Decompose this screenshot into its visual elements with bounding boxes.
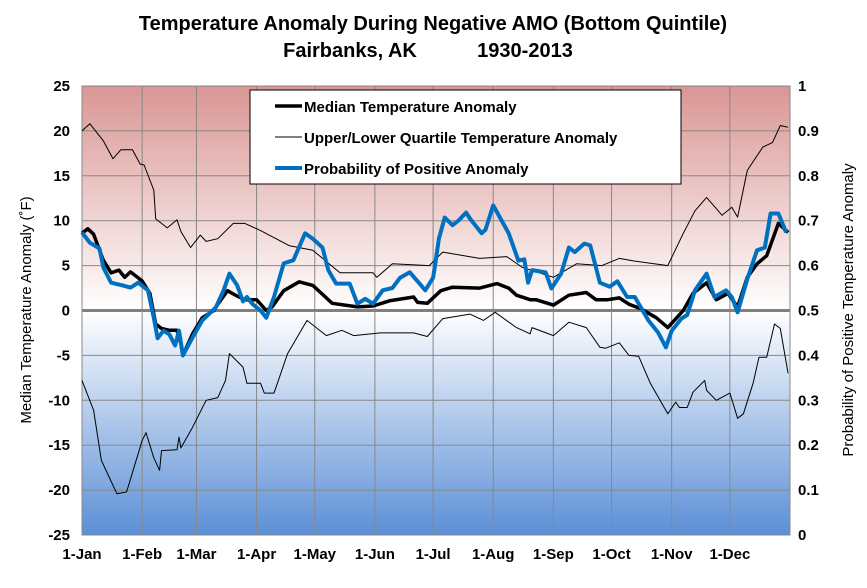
- legend-box: [249, 89, 682, 185]
- y2-tick-label: 0.8: [798, 168, 819, 185]
- y2-tick-label: 0.9: [798, 123, 819, 140]
- x-axis-ticks: 1-Jan 1-Feb 1-Mar 1-Apr 1-May 1-Jun 1-Jul 1-Aug…: [62, 546, 750, 563]
- series-lines: [80, 123, 790, 495]
- legend: Median Temperature Anomaly Upper/Lower Q…: [249, 89, 682, 185]
- y-tick-label: 0: [62, 303, 70, 320]
- chart-subtitle-period: 1930-2013: [477, 40, 573, 62]
- y2-axis-ticks: 1 0.9 0.8 0.7 0.6 0.5 0.4 0.3 0.2 0.1 0: [798, 78, 820, 544]
- y2-tick-label: 0.7: [798, 213, 819, 230]
- y-tick-label: 10: [53, 213, 70, 230]
- plot-border: [81, 85, 791, 536]
- y-tick-label: -5: [57, 347, 70, 364]
- x-tick-label: 1-Aug: [472, 546, 515, 563]
- y-axis-ticks: 25 20 15 10 5 0 -5 -10 -15 -20 -25: [48, 78, 70, 544]
- y2-tick-label: 0: [798, 527, 806, 544]
- x-tick-label: 1-Mar: [176, 546, 216, 563]
- y2-tick-label: 0.5: [798, 303, 819, 320]
- x-tick-label: 1-Jun: [355, 546, 395, 563]
- y2-tick-label: 1: [798, 78, 806, 95]
- legend-label-median: Median Temperature Anomaly: [304, 99, 517, 116]
- x-tick-label: 1-Sep: [533, 546, 574, 563]
- y-tick-label: 15: [53, 168, 70, 185]
- x-tick-label: 1-Dec: [709, 546, 750, 563]
- lower-quartile-line: [81, 311, 789, 495]
- median-line: [80, 221, 790, 358]
- legend-label-probability: Probability of Positive Anomaly: [304, 161, 529, 178]
- probability-line: [80, 203, 788, 358]
- y-tick-label: 20: [53, 123, 70, 140]
- y2-tick-label: 0.3: [798, 392, 819, 409]
- y2-tick-label: 0.6: [798, 258, 819, 275]
- y2-tick-label: 0.4: [798, 347, 820, 364]
- x-tick-label: 1-Feb: [122, 546, 162, 563]
- upper-quartile-line: [81, 123, 789, 278]
- x-tick-label: 1-Nov: [651, 546, 693, 563]
- x-tick-label: 1-May: [294, 546, 337, 563]
- y-tick-label: -20: [48, 482, 70, 499]
- y-tick-label: 5: [62, 258, 70, 275]
- chart-title: Temperature Anomaly During Negative AMO …: [139, 13, 727, 35]
- y-tick-label: -25: [48, 527, 70, 544]
- y-axis-label: Median Temperature Anomaly (˚F): [18, 196, 35, 423]
- y-tick-label: -15: [48, 437, 70, 454]
- gridlines: [81, 85, 791, 536]
- y2-axis-label: Probability of Positive Temperature Anom…: [840, 163, 857, 457]
- y2-tick-label: 0.2: [798, 437, 819, 454]
- x-tick-label: 1-Apr: [237, 546, 276, 563]
- x-tick-label: 1-Jan: [62, 546, 101, 563]
- y2-tick-label: 0.1: [798, 482, 819, 499]
- legend-label-quartile: Upper/Lower Quartile Temperature Anomaly: [304, 130, 618, 147]
- y-tick-label: -10: [48, 392, 70, 409]
- x-tick-label: 1-Oct: [592, 546, 630, 563]
- chart-subtitle-location: Fairbanks, AK: [283, 40, 417, 62]
- x-tick-label: 1-Jul: [416, 546, 451, 563]
- y-tick-label: 25: [53, 78, 70, 95]
